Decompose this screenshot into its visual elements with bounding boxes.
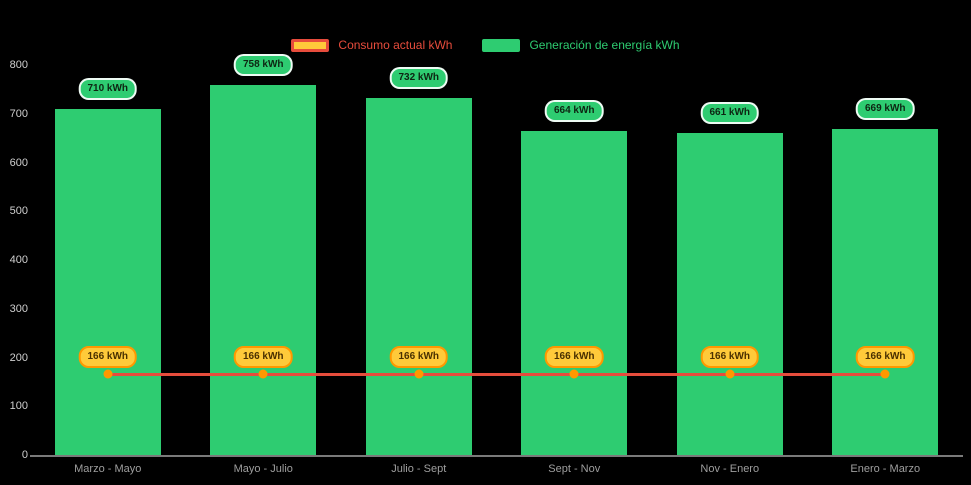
y-axis-tick-label: 400 [9,254,28,266]
y-axis-tick-label: 100 [9,400,28,413]
generation-swatch-icon [482,38,521,52]
consumption-value-badge: 166 kWh [855,346,915,369]
generation-bar[interactable] [210,85,317,455]
consumption-point[interactable] [880,369,890,379]
legend-item-consumption[interactable]: Consumo actual kWh [291,38,452,52]
consumption-value-badge: 166 kWh [700,346,760,369]
consumption-point[interactable] [103,369,113,379]
consumption-value-badge: 166 kWh [544,346,604,369]
consumption-swatch-icon [291,38,330,52]
generation-bar[interactable] [676,132,783,455]
consumption-line [107,372,886,376]
x-axis-label: Mayo - Julio [233,463,293,475]
x-axis-labels: Marzo - Mayo Mayo - Julio Julio - Sept Sept… [30,463,963,483]
generation-bar[interactable] [365,98,472,455]
legend-label-generation: Generación de energía kWh [529,38,680,52]
consumption-point[interactable] [725,369,735,379]
generation-bar[interactable] [521,131,628,455]
y-axis-tick-label: 300 [9,302,28,315]
generation-value-badge: 664 kWh [544,100,604,123]
x-axis-label: Marzo - Mayo [74,463,142,475]
consumption-value-badge: 166 kWh [233,346,293,369]
x-axis-line [30,455,963,457]
generation-bar[interactable] [832,128,939,455]
y-axis-tick-label: 500 [9,205,28,218]
consumption-point[interactable] [258,369,268,379]
generation-value-badge: 758 kWh [233,54,293,77]
x-axis-label: Julio - Sept [391,463,447,475]
y-axis: 0 100 200 300 400 500 600 700 800 [2,59,28,461]
consumption-point[interactable] [569,369,579,379]
x-axis-label: Sept - Nov [548,463,601,475]
generation-value-badge: 669 kWh [855,97,915,120]
y-axis-tick-label: 0 [21,449,28,461]
legend-item-generation[interactable]: Generación de energía kWh [482,38,680,52]
generation-value-badge: 732 kWh [389,67,449,90]
chart-legend: Consumo actual kWh Generación de energía… [0,38,971,52]
legend-label-consumption: Consumo actual kWh [338,38,453,52]
x-axis-label: Enero - Marzo [850,463,921,475]
generation-value-badge: 661 kWh [700,101,760,124]
consumption-value-badge: 166 kWh [389,346,449,369]
generation-value-badge: 710 kWh [78,77,138,100]
consumption-value-badge: 166 kWh [78,346,138,369]
y-axis-tick-label: 700 [9,107,28,120]
generation-bar[interactable] [54,108,161,455]
y-axis-tick-label: 800 [9,59,28,71]
y-axis-tick-label: 600 [9,156,28,169]
plot-area: 710 kWh 758 kWh 732 kWh 664 kWh 661 kWh 669 k… [30,54,963,455]
x-axis-label: Nov - Enero [700,463,760,475]
y-axis-tick-label: 200 [9,351,28,364]
consumption-point[interactable] [414,369,424,379]
